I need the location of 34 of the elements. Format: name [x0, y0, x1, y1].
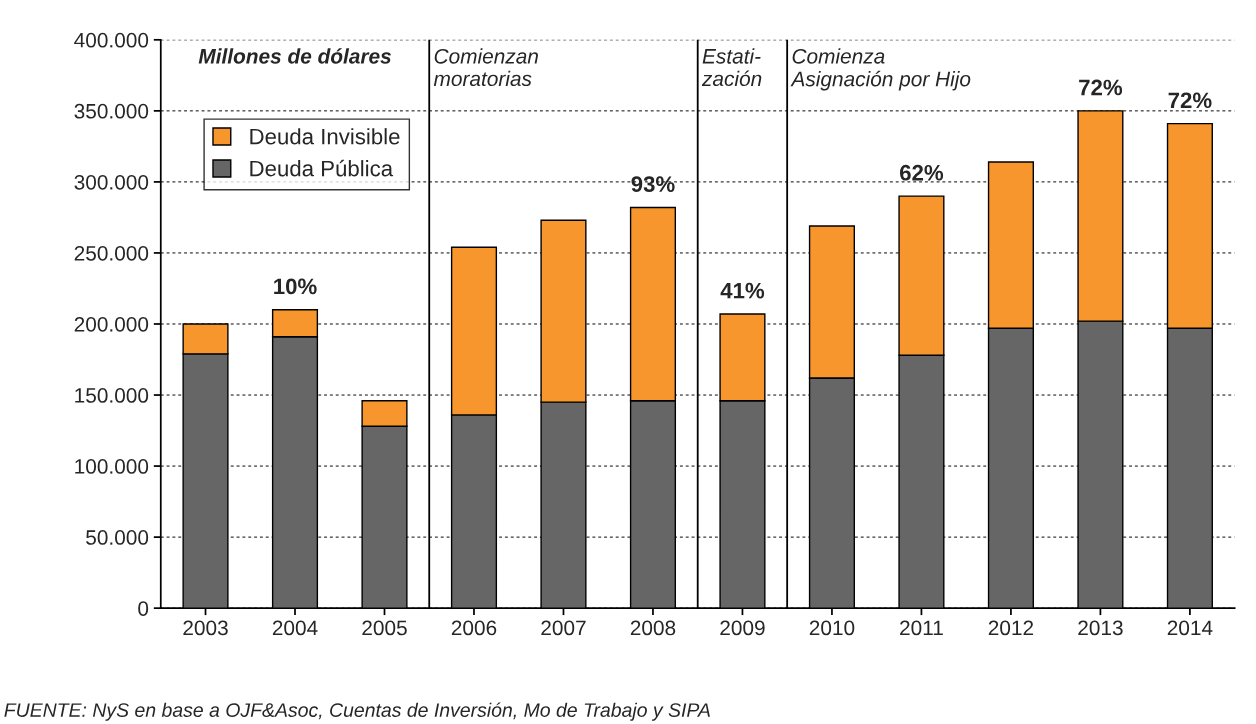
x-tick-label: 2005	[362, 620, 407, 636]
annotation: Comienzan moratorias	[433, 48, 538, 87]
annotation: 93%	[631, 176, 675, 193]
x-tick-label: 2008	[630, 620, 676, 636]
y-tick-label: 200.000	[74, 316, 149, 332]
annotation: 41%	[720, 282, 765, 299]
annotation: Comienza Asignación por Hijo	[790, 48, 971, 91]
x-tick-label: 2003	[183, 620, 228, 636]
x-tick-label: 2006	[451, 620, 497, 636]
annotation: 72%	[1168, 92, 1212, 109]
y-tick-label: 50.000	[86, 530, 149, 545]
annotation: Millones de dólares	[198, 48, 391, 64]
annotation: 72%	[1079, 79, 1123, 96]
y-tick-label: 350.000	[74, 103, 149, 119]
x-tick-label: 2014	[1167, 620, 1213, 636]
legend-label: Deuda Pública	[250, 159, 394, 177]
annotation: 62%	[900, 164, 944, 181]
source-note: FUENTE: NyS en base a OJF&Asoc, Cuentas de Inversión, Mo de Trabajo y SIPA	[4, 702, 710, 721]
legend-label: Deuda Invisible	[250, 128, 400, 145]
annotation: Estati- zación	[701, 48, 762, 87]
y-tick-label: 300.000	[74, 174, 149, 190]
x-tick-label: 2013	[1078, 620, 1123, 636]
y-tick-label: 400.000	[74, 32, 149, 48]
x-tick-label: 2009	[720, 620, 765, 636]
y-tick-label: 0	[138, 601, 149, 616]
y-tick-label: 150.000	[75, 388, 149, 403]
x-tick-label: 2011	[900, 620, 943, 636]
x-tick-label: 2004	[272, 620, 318, 636]
x-tick-label: 2012	[988, 620, 1034, 636]
y-tick-label: 250.000	[74, 245, 149, 261]
annotation: 10%	[274, 278, 317, 295]
y-tick-label: 100.000	[75, 459, 149, 474]
x-tick-label: 2010	[809, 620, 855, 636]
x-tick-label: 2007	[541, 620, 586, 636]
